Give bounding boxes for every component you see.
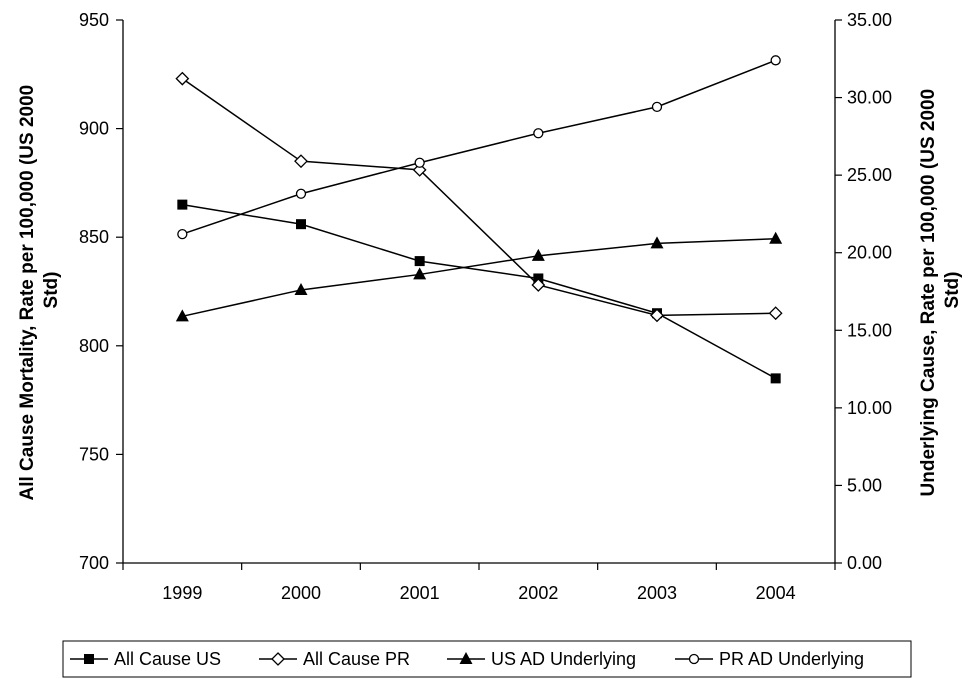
- left-tick-label: 850: [79, 227, 109, 247]
- data-point-circle: [177, 228, 188, 240]
- legend-label: US AD Underlying: [491, 649, 636, 669]
- left-axis-title-line1: All Cause Mortality, Rate per 100,000 (U…: [17, 85, 38, 501]
- data-point-circle: [651, 101, 663, 113]
- left-tick-label: 950: [79, 10, 109, 30]
- left-axis-title: All Cause Mortality, Rate per 100,000 (U…: [17, 80, 62, 501]
- data-point-circle: [688, 653, 700, 665]
- series-line: [182, 59, 776, 235]
- legend-item: US AD Underlying: [447, 649, 636, 669]
- data-point-triangle: [459, 652, 473, 664]
- x-tick-label: 2000: [281, 583, 321, 603]
- x-tick-label: 1999: [162, 583, 202, 603]
- right-tick-label: 0.00: [847, 553, 882, 573]
- x-tick-label: 2004: [756, 583, 796, 603]
- data-point-triangle: [175, 309, 189, 322]
- legend-item: All Cause PR: [259, 649, 410, 669]
- legend-label: All Cause PR: [303, 649, 410, 669]
- right-tick-label: 20.00: [847, 243, 892, 263]
- data-point-triangle: [531, 248, 545, 261]
- right-tick-label: 35.00: [847, 10, 892, 30]
- x-tick-label: 2003: [637, 583, 677, 603]
- axes: [122, 20, 836, 564]
- series-layer: [175, 55, 783, 384]
- right-axis-title-line1: Underlying Cause, Rate per 100,000 (US 2…: [918, 89, 939, 497]
- data-point-diamond: [175, 71, 190, 86]
- left-tick-label: 700: [79, 553, 109, 573]
- left-tick-label: 900: [79, 119, 109, 139]
- data-point-square: [770, 373, 781, 384]
- x-axis-ticks: 1999 2000 2001 2002 2003 2004: [122, 563, 836, 603]
- legend: All Cause US All Cause PR US AD Underlying…: [70, 649, 864, 669]
- series-line: [182, 203, 777, 380]
- data-point-triangle: [294, 282, 308, 295]
- x-tick-label: 2001: [400, 583, 440, 603]
- legend-item: PR AD Underlying: [675, 649, 864, 669]
- right-tick-label: 10.00: [847, 398, 892, 418]
- x-tick-label: 2002: [518, 583, 558, 603]
- right-axis-title: Underlying Cause, Rate per 100,000 (US 2…: [918, 84, 963, 497]
- right-axis-title-line2: Std): [942, 272, 963, 309]
- left-axis-title-line2: Std): [41, 272, 62, 309]
- data-point-triangle: [769, 231, 783, 244]
- data-point-square: [296, 219, 306, 230]
- series-all-cause-pr: [175, 71, 783, 323]
- right-axis-ticks: 0.00 5.00 10.00 15.00 20.00 25.00 30.00 35.00: [835, 10, 892, 573]
- data-point-triangle: [650, 236, 664, 249]
- left-tick-label: 800: [79, 336, 109, 356]
- data-point-square: [177, 199, 188, 210]
- series-us-ad-underlying: [175, 231, 783, 322]
- data-point-square: [84, 654, 94, 664]
- legend-label: All Cause US: [114, 649, 221, 669]
- data-point-diamond: [294, 154, 308, 169]
- data-point-circle: [414, 157, 425, 168]
- data-point-circle: [533, 128, 544, 139]
- left-tick-label: 750: [79, 444, 109, 464]
- right-tick-label: 30.00: [847, 88, 892, 108]
- data-point-diamond: [650, 308, 664, 323]
- right-tick-label: 25.00: [847, 165, 892, 185]
- legend-item: All Cause US: [70, 649, 221, 669]
- legend-box: [62, 640, 912, 678]
- left-axis-ticks: 700 750 800 850 900 950: [79, 10, 123, 573]
- data-point-circle: [770, 55, 781, 66]
- series-pr-ad-underlying: [177, 55, 781, 240]
- series-line: [181, 78, 776, 317]
- data-point-triangle: [413, 267, 427, 280]
- legend-label: PR AD Underlying: [719, 649, 864, 669]
- data-point-diamond: [271, 652, 285, 666]
- data-point-diamond: [768, 306, 783, 321]
- data-point-diamond: [531, 278, 546, 292]
- right-tick-label: 15.00: [847, 320, 892, 340]
- data-point-circle: [295, 188, 307, 199]
- right-tick-label: 5.00: [847, 475, 882, 495]
- series-line: [182, 238, 776, 318]
- data-point-square: [414, 256, 425, 267]
